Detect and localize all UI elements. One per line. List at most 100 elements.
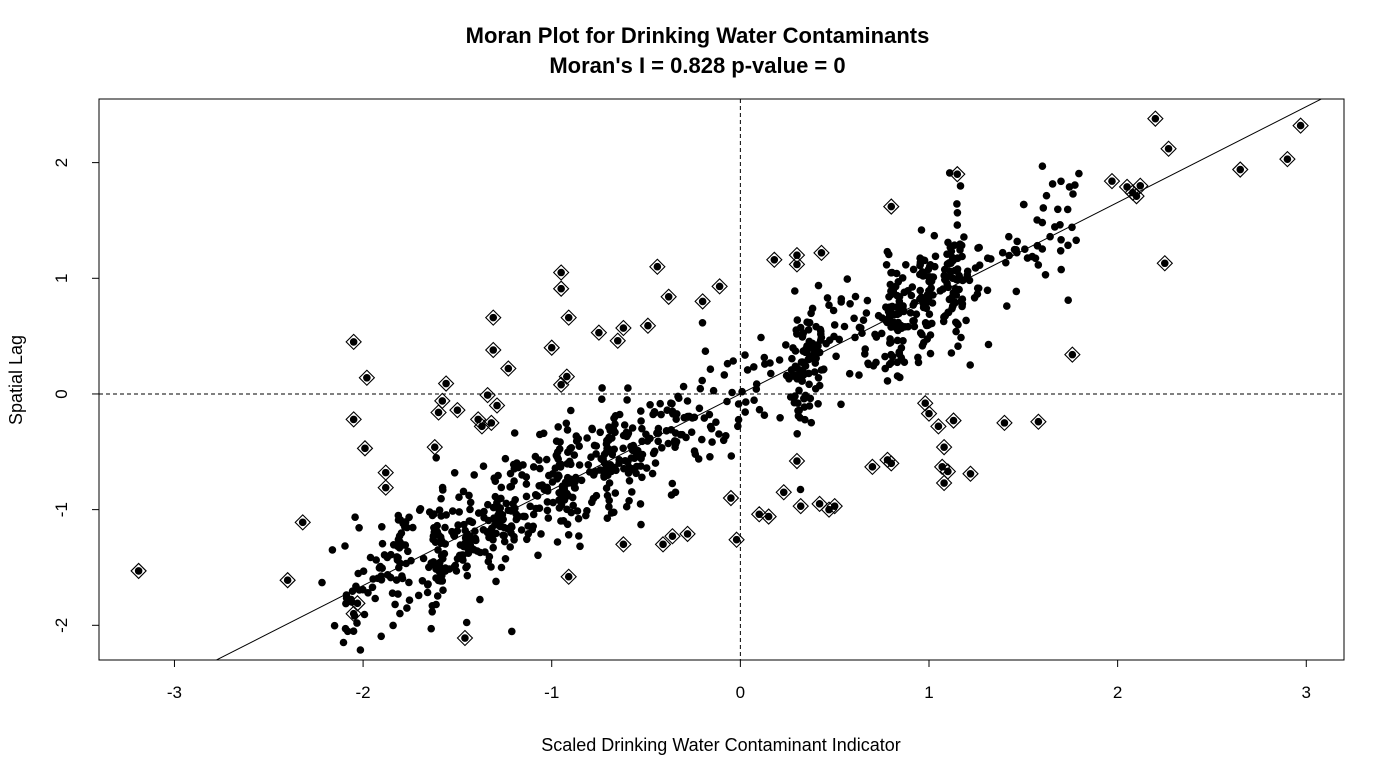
data-point bbox=[734, 400, 743, 408]
data-point bbox=[460, 520, 468, 529]
data-point bbox=[914, 353, 922, 362]
influential-point bbox=[484, 341, 502, 359]
data-point bbox=[881, 364, 889, 373]
influential-point bbox=[788, 452, 806, 470]
data-point bbox=[430, 510, 438, 518]
data-point bbox=[513, 459, 521, 467]
data-point bbox=[886, 339, 894, 347]
influential-point bbox=[345, 605, 362, 623]
x-tick-label: -1 bbox=[544, 683, 559, 702]
data-point bbox=[623, 396, 631, 404]
data-point bbox=[366, 553, 375, 562]
data-point bbox=[983, 286, 992, 295]
data-point bbox=[553, 538, 562, 546]
influential-point bbox=[962, 465, 979, 483]
data-point bbox=[698, 376, 706, 385]
data-point bbox=[625, 477, 634, 485]
influential-point bbox=[430, 404, 447, 421]
data-point bbox=[793, 330, 801, 338]
data-point bbox=[542, 455, 551, 464]
data-point bbox=[563, 489, 571, 498]
data-point bbox=[987, 255, 995, 263]
data-point bbox=[946, 267, 954, 276]
data-point bbox=[896, 373, 904, 382]
influential-point bbox=[345, 333, 362, 351]
data-point bbox=[891, 322, 900, 331]
data-point bbox=[433, 592, 442, 600]
data-point bbox=[662, 427, 671, 435]
data-point bbox=[582, 511, 590, 520]
data-point bbox=[722, 432, 730, 440]
data-point bbox=[1048, 180, 1057, 188]
data-point bbox=[788, 354, 796, 363]
data-point bbox=[1039, 204, 1048, 212]
data-point bbox=[916, 254, 924, 262]
data-point bbox=[577, 476, 586, 485]
influential-point bbox=[1160, 140, 1177, 158]
data-point bbox=[947, 349, 956, 357]
data-point bbox=[793, 375, 801, 383]
influential-point bbox=[356, 440, 374, 457]
data-point bbox=[846, 300, 854, 308]
x-tick-label: 3 bbox=[1302, 683, 1311, 702]
data-point bbox=[394, 590, 402, 598]
data-point bbox=[576, 542, 584, 551]
data-point bbox=[563, 505, 571, 514]
influential-point bbox=[916, 394, 934, 412]
data-point bbox=[973, 290, 982, 298]
data-point bbox=[907, 291, 916, 300]
data-point bbox=[727, 452, 736, 460]
data-point bbox=[757, 333, 765, 342]
data-point bbox=[638, 473, 646, 482]
influential-point bbox=[664, 527, 681, 545]
data-point bbox=[602, 448, 611, 456]
data-point bbox=[532, 504, 540, 513]
influential-point bbox=[766, 251, 783, 269]
data-point bbox=[1057, 177, 1065, 186]
data-point bbox=[622, 502, 631, 511]
influential-point bbox=[1156, 254, 1174, 272]
data-point bbox=[592, 450, 600, 458]
data-point bbox=[706, 365, 715, 374]
data-point bbox=[612, 466, 620, 475]
influential-point bbox=[483, 414, 500, 432]
data-point bbox=[487, 563, 495, 571]
x-axis-label: Scaled Drinking Water Contaminant Indica… bbox=[541, 735, 901, 755]
data-point bbox=[956, 246, 964, 254]
data-point bbox=[575, 442, 583, 451]
influential-point bbox=[945, 412, 962, 429]
y-axis-label: Spatial Lag bbox=[6, 335, 26, 425]
data-point bbox=[502, 499, 511, 508]
influential-point bbox=[615, 319, 632, 337]
data-point bbox=[895, 297, 904, 306]
influential-point bbox=[615, 536, 632, 553]
data-point bbox=[510, 465, 519, 473]
data-point bbox=[861, 345, 869, 353]
influential-point bbox=[484, 309, 502, 326]
data-point bbox=[690, 447, 699, 455]
data-point bbox=[359, 585, 367, 594]
data-point bbox=[347, 595, 355, 604]
data-point bbox=[513, 514, 521, 523]
data-point bbox=[956, 182, 965, 190]
data-point bbox=[832, 352, 840, 361]
chart-title: Moran Plot for Drinking Water Contaminan… bbox=[465, 23, 930, 48]
data-point bbox=[529, 463, 538, 471]
data-point bbox=[441, 523, 449, 532]
data-point bbox=[654, 424, 663, 433]
data-point bbox=[953, 267, 961, 276]
data-point bbox=[531, 452, 540, 461]
data-point bbox=[519, 461, 527, 469]
influential-point bbox=[935, 438, 953, 456]
data-point bbox=[355, 524, 363, 532]
data-point bbox=[1019, 200, 1028, 209]
influential-point bbox=[775, 484, 793, 501]
data-point bbox=[464, 549, 473, 557]
data-point bbox=[708, 438, 716, 446]
data-point bbox=[389, 621, 397, 630]
data-point bbox=[912, 310, 921, 319]
data-point bbox=[555, 461, 563, 470]
data-point bbox=[916, 286, 924, 295]
data-point bbox=[517, 526, 526, 534]
data-point bbox=[1054, 205, 1062, 214]
